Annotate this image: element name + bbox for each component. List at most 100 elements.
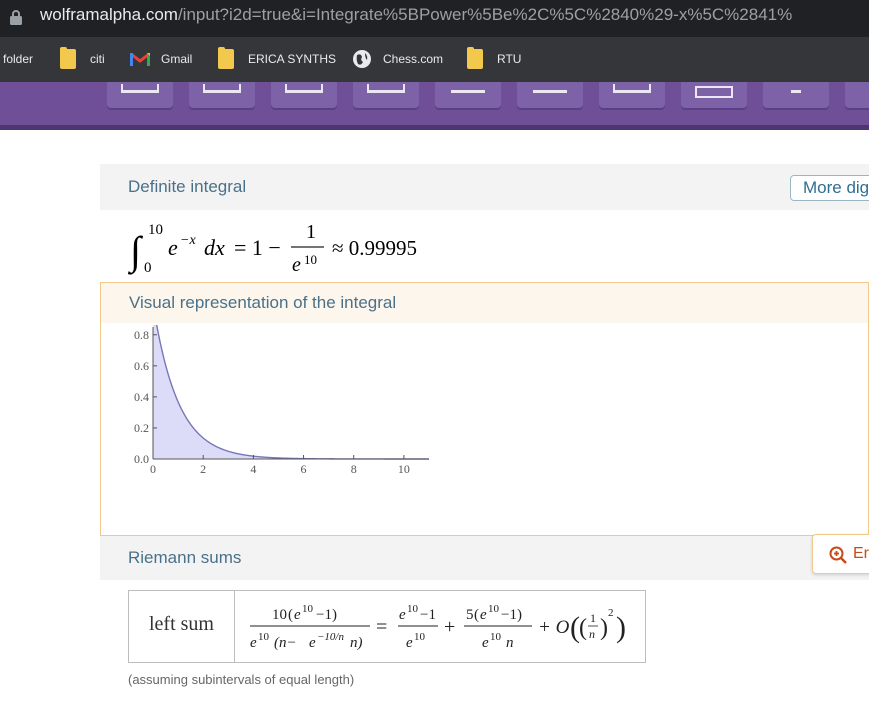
definite-integral-formula: ∫ 10 0 e −x dx = 1 − 1 e 10 ≈ 0.99995 [127,221,417,276]
equals-one-minus: = 1 − [234,235,281,260]
big-o-inner-paren-close: ) [600,615,608,641]
riemann-table: left sum 10 ( e 10 −1) e 10 (n− e −10/n … [128,590,646,663]
bookmark-label: ERICA SYNTHS [248,52,337,66]
bookmark-citi[interactable]: citi [60,47,105,69]
pod-body-definite-integral: ∫ 10 0 e −x dx = 1 − 1 e 10 ≈ 0.99995 [100,210,869,282]
toolbar-button-3[interactable] [271,82,337,108]
f3-num-rest: −1) [501,607,522,623]
pod-visual-representation: Visual representation of the integral 0.… [100,282,869,536]
results-pods: Definite integral More dig ∫ 10 0 e −x d… [100,164,869,704]
integral-sign: ∫ [127,228,144,275]
f3-num-exp: 10 [488,603,500,615]
zoom-in-icon [829,546,847,564]
big-o-outer-paren-close: ) [616,611,626,644]
pod-title-definite-integral: Definite integral More dig [100,164,869,210]
y-tick-label: 0.2 [134,421,149,435]
left-sum-label: left sum [129,591,235,662]
f2-den-base: e [406,635,413,651]
left-sum-expression-cell: 10 ( e 10 −1) e 10 (n− e −10/n n) = e 10… [236,591,646,662]
big-o-exp: 2 [608,607,614,619]
x-tick-label: 8 [351,462,357,476]
bookmark-label: RTU [497,52,522,66]
gmail-icon [130,52,150,66]
f2-num-exp: 10 [407,603,419,615]
f1-den-base2: e [309,635,316,651]
enlarge-label: Er [853,545,869,562]
bookmark-gmail[interactable]: Gmail [130,49,192,69]
x-tick-label: 6 [301,462,307,476]
x-tick-label: 2 [200,462,206,476]
bookmark-label: citi [90,52,105,66]
f3-num-base: e [480,607,487,623]
x-tick-label: 10 [398,462,410,476]
f3-den-exp: 10 [490,631,502,643]
f3-num-coef: 5 [466,607,474,623]
wolfram-header [0,82,869,130]
lower-limit: 0 [144,260,152,276]
bookmark-chess[interactable]: Chess.com [352,49,443,69]
toolbar-button-6[interactable] [517,82,583,108]
fraction-denominator-base: e [292,254,301,276]
f1-den-rest: n) [350,635,363,651]
template-icon [791,84,801,93]
f1-num-rest: −1) [316,607,337,623]
url-host: wolframalpha.com [40,5,178,24]
template-icon [695,86,733,98]
toolbar-button-2[interactable] [189,82,255,108]
integral-area [153,325,404,459]
x-tick-label: 4 [250,462,256,476]
pod-title-text: Riemann sums [128,548,242,567]
f3-den-base: e [482,635,489,651]
left-sum-expression: 10 ( e 10 −1) e 10 (n− e −10/n n) = e 10… [250,603,626,651]
more-digits-button[interactable]: More dig [790,175,869,201]
toolbar-button-7[interactable] [599,82,665,108]
toolbar-button-4[interactable] [353,82,419,108]
folder-icon [467,47,483,69]
bookmark-folder[interactable]: folder [3,49,33,69]
big-o-outer-paren-open: ( [570,611,580,644]
upper-limit: 10 [148,222,163,238]
f2-num-rest: −1 [420,607,436,623]
f3-num-open: ( [474,607,479,623]
plus-sign: + [444,616,455,638]
toolbar-button-5[interactable] [435,82,501,108]
differential: dx [204,235,225,260]
assumption-note: (assuming subintervals of equal length) [128,672,355,687]
address-bar[interactable]: wolframalpha.com/input?i2d=true&i=Integr… [0,0,869,37]
y-tick-label: 0.4 [134,390,149,404]
url-path: /input?i2d=true&i=Integrate%5BPower%5Be%… [177,5,793,24]
globe-icon [353,50,371,68]
bookmark-label: Gmail [161,52,193,66]
template-icon [451,84,485,93]
pod-title-visual: Visual representation of the integral [101,283,868,323]
f3-den-n: n [506,635,514,651]
toolbar-button-1[interactable] [107,82,173,108]
f1-den-mid: (n− [274,635,297,651]
bookmarks-bar: folder citi Gmail ERICA SYNTHS Chess.com… [0,37,869,82]
fraction-numerator: 1 [306,221,316,243]
big-o: + O [538,617,570,638]
toolbar-button-10[interactable] [845,82,869,108]
y-tick-label: 0.8 [134,328,149,342]
template-icon [533,84,567,93]
bookmark-label: folder [3,52,34,66]
f1-den-exp2: −10/n [317,631,344,643]
bookmark-erica-synths[interactable]: ERICA SYNTHS [218,47,337,69]
equals-sign: = [376,616,387,638]
folder-icon [60,47,76,69]
integrand-exponent: −x [180,233,196,248]
f2-den-exp: 10 [414,631,426,643]
enlarge-button[interactable]: Er [812,534,869,574]
bookmark-label: Chess.com [383,52,444,66]
f1-num-coef: 10 [272,607,287,623]
url-text[interactable]: wolframalpha.com/input?i2d=true&i=Integr… [40,5,792,25]
f1-den-exp: 10 [258,631,270,643]
y-tick-label: 0.6 [134,359,149,373]
toolbar-button-9[interactable] [763,82,829,108]
template-icon [367,84,405,93]
toolbar-button-8[interactable] [681,82,747,108]
bookmark-rtu[interactable]: RTU [467,47,522,69]
f1-num-open: ( [288,607,293,623]
f1-num-base: e [294,607,301,623]
folder-icon [218,47,234,69]
